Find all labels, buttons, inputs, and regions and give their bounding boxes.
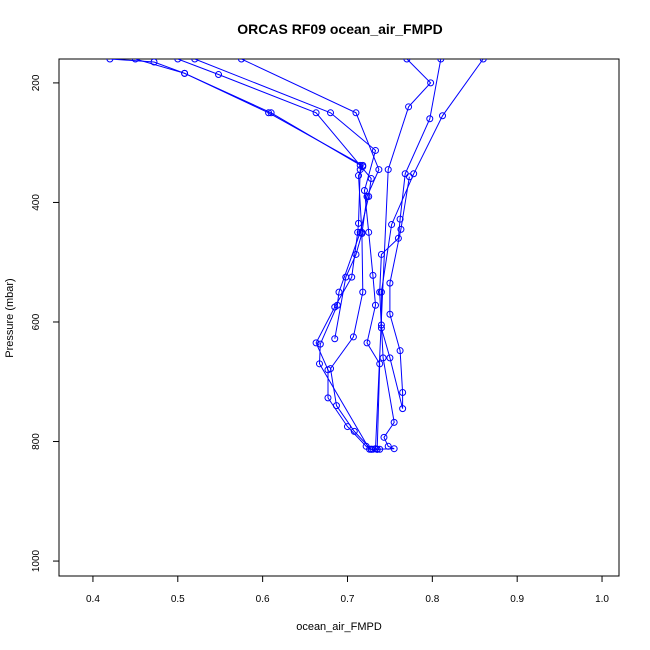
- data-point: [327, 109, 335, 117]
- x-tick-label: 0.8: [425, 594, 439, 605]
- series-line: [135, 59, 373, 450]
- data-point: [349, 333, 357, 341]
- series-layer: [106, 59, 487, 453]
- data-point: [191, 59, 199, 63]
- y-tick-label: 600: [31, 313, 42, 330]
- data-point: [352, 109, 360, 117]
- data-point: [360, 186, 368, 194]
- series-4: [191, 59, 384, 453]
- data-point: [174, 59, 182, 63]
- data-point: [388, 221, 396, 229]
- data-point: [371, 146, 379, 154]
- data-point: [396, 347, 404, 355]
- data-point: [327, 365, 335, 373]
- series-line: [375, 59, 432, 449]
- data-point: [405, 173, 413, 181]
- series-line: [177, 59, 380, 450]
- data-point: [426, 115, 434, 123]
- data-point: [386, 354, 394, 362]
- y-axis: 200 400 600 800 1000: [31, 74, 59, 572]
- data-point: [405, 103, 413, 111]
- data-point: [394, 234, 402, 242]
- data-point: [479, 59, 487, 63]
- data-point: [399, 389, 407, 397]
- series-5: [237, 59, 383, 343]
- data-point: [371, 445, 379, 453]
- data-point: [267, 109, 275, 117]
- data-point: [384, 442, 392, 450]
- data-point: [390, 418, 398, 426]
- data-point: [215, 71, 223, 79]
- y-axis-label: Pressure (mbar): [4, 278, 16, 357]
- data-point: [181, 69, 189, 77]
- data-point: [369, 271, 377, 279]
- data-point: [439, 112, 447, 120]
- data-point: [237, 59, 245, 63]
- data-point: [342, 273, 350, 281]
- data-point: [131, 59, 139, 63]
- y-tick-label: 200: [31, 74, 42, 91]
- series-2: [131, 59, 377, 453]
- series-line: [241, 59, 380, 339]
- data-point: [150, 59, 158, 66]
- x-tick-label: 0.6: [256, 594, 270, 605]
- chart-title: ORCAS RF09 ocean_air_FMPD: [237, 21, 442, 37]
- x-tick-label: 0.4: [86, 594, 100, 605]
- data-point: [363, 192, 371, 200]
- series-1: [106, 59, 381, 453]
- series-line: [194, 59, 381, 450]
- data-point: [315, 360, 323, 368]
- data-point: [363, 339, 371, 347]
- data-point: [390, 445, 398, 453]
- data-point: [386, 279, 394, 287]
- data-point: [365, 228, 373, 236]
- x-tick-label: 1.0: [595, 594, 609, 605]
- data-point: [427, 79, 435, 87]
- data-point: [355, 172, 363, 180]
- data-point: [403, 59, 411, 63]
- data-point: [312, 109, 320, 117]
- x-axis: 0.4 0.5 0.6 0.7 0.8 0.9 1.0: [86, 576, 609, 605]
- data-point: [356, 228, 364, 236]
- series-3: [174, 59, 384, 453]
- data-point: [384, 166, 392, 174]
- series-line: [109, 59, 378, 450]
- series-7: [376, 59, 445, 413]
- data-point: [359, 288, 367, 296]
- data-point: [316, 340, 324, 348]
- data-point: [396, 215, 404, 223]
- data-point: [399, 405, 407, 413]
- data-point: [350, 427, 358, 435]
- y-tick-label: 1000: [31, 549, 42, 572]
- data-point: [380, 433, 388, 441]
- x-tick-label: 0.7: [341, 594, 355, 605]
- series-line: [379, 59, 442, 409]
- data-point: [371, 301, 379, 309]
- y-tick-label: 800: [31, 433, 42, 450]
- data-point: [331, 335, 339, 343]
- data-point: [375, 166, 383, 174]
- data-point: [397, 225, 405, 233]
- data-point: [437, 59, 445, 63]
- x-tick-label: 0.9: [510, 594, 524, 605]
- data-point: [332, 402, 340, 410]
- data-point: [324, 394, 332, 402]
- data-point: [356, 161, 364, 169]
- x-axis-label: ocean_air_FMPD: [296, 621, 382, 633]
- data-point: [312, 339, 320, 347]
- x-tick-label: 0.5: [171, 594, 185, 605]
- series-8: [371, 59, 435, 453]
- plot-area-frame: [58, 58, 620, 577]
- data-point: [106, 59, 114, 63]
- y-tick-label: 400: [31, 194, 42, 211]
- data-point: [386, 310, 394, 318]
- data-point: [358, 230, 366, 238]
- series-line: [377, 59, 484, 450]
- data-point: [335, 288, 343, 296]
- data-point: [352, 250, 360, 258]
